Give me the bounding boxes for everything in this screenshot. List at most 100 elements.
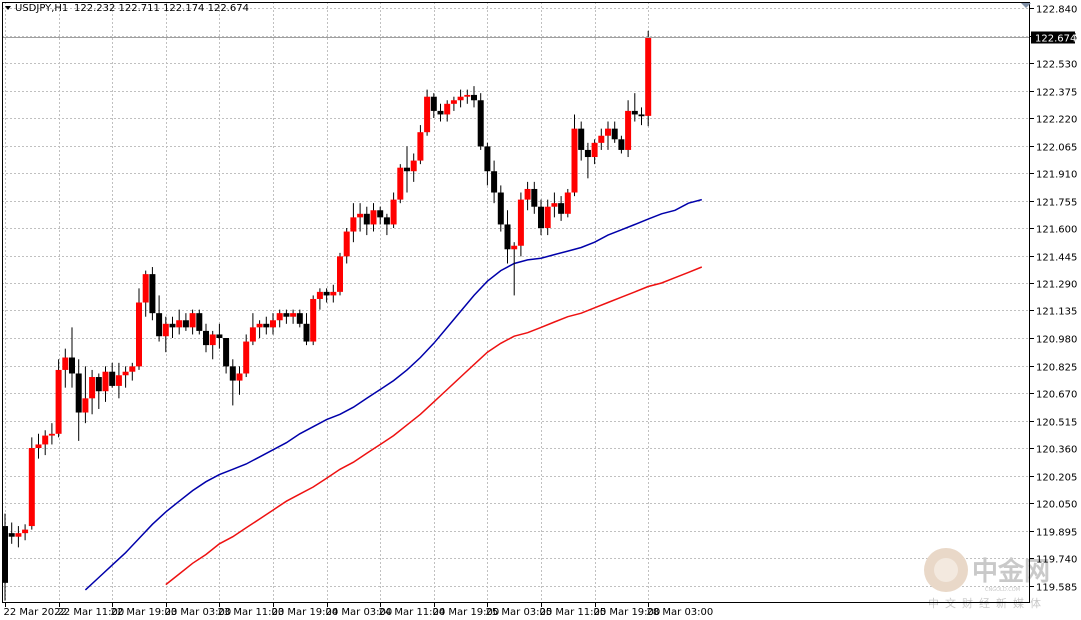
candle xyxy=(196,310,202,335)
candle-body-bull xyxy=(605,129,611,136)
candle-body-bull xyxy=(572,129,578,193)
candle-body-bear xyxy=(618,139,624,150)
candle-body-bull xyxy=(330,292,336,296)
candle-body-bull xyxy=(551,203,557,207)
candle-body-bull xyxy=(357,214,363,218)
candle xyxy=(565,189,571,217)
candle-body-bull xyxy=(344,232,350,257)
candle-body-bull xyxy=(317,292,323,299)
watermark-domain: CNGOLD.COM xyxy=(985,587,1020,593)
candle-body-bear xyxy=(283,313,289,317)
candle-body-bull xyxy=(36,444,42,448)
candle-body-bear xyxy=(639,114,645,116)
candle-body-bull xyxy=(598,136,604,143)
candle-body-bear xyxy=(612,129,618,140)
candle-body-bull xyxy=(257,324,263,328)
candle-body-bear xyxy=(76,373,82,412)
candle-body-bull xyxy=(545,207,551,228)
candle-body-bull xyxy=(123,372,129,376)
candle-body-bull xyxy=(411,161,417,172)
candle-body-bear xyxy=(438,111,444,115)
candle-body-bull xyxy=(525,189,531,200)
candle-body-bull xyxy=(444,104,450,115)
candle xyxy=(478,93,484,150)
candle-body-bull xyxy=(22,530,28,534)
candle-body-bull xyxy=(451,100,457,104)
y-tick-label: 120.205 xyxy=(1036,473,1077,484)
candle-body-bull xyxy=(645,37,651,115)
candle-body-bull xyxy=(397,168,403,200)
candle xyxy=(149,267,155,320)
candle-body-bull xyxy=(464,95,470,97)
candle-body-bear xyxy=(196,313,202,331)
candle-body-bull xyxy=(625,111,631,150)
candle-body-bear xyxy=(263,324,269,328)
y-tick-label: 122.065 xyxy=(1036,143,1077,154)
candle-body-bull xyxy=(458,97,464,101)
candle-body-bull xyxy=(310,299,316,342)
candle-body-bull xyxy=(176,320,182,327)
candle-body-bull xyxy=(417,132,423,160)
y-tick-label: 120.670 xyxy=(1036,390,1077,401)
y-tick-label: 120.825 xyxy=(1036,363,1077,374)
candle-body-bull xyxy=(350,217,356,231)
y-tick-label: 122.530 xyxy=(1036,60,1077,71)
candle-body-bull xyxy=(290,313,296,317)
candle-body-bull xyxy=(56,370,62,434)
y-tick-label: 121.135 xyxy=(1036,307,1077,318)
candle-body-bear xyxy=(431,97,437,111)
candle-body-bull xyxy=(129,366,135,371)
candle-body-bear xyxy=(69,358,75,374)
y-tick-label: 120.360 xyxy=(1036,445,1077,456)
candle-body-bull xyxy=(163,324,169,336)
candle-body-bull xyxy=(15,533,21,537)
candle-body-bull xyxy=(29,448,35,526)
candle-body-bull xyxy=(371,210,377,224)
candle-body-bull xyxy=(62,358,68,370)
candle-body-bear xyxy=(223,338,229,366)
candle xyxy=(310,295,316,345)
y-tick-label: 119.585 xyxy=(1036,583,1077,594)
candle xyxy=(29,437,35,529)
candle-body-bear xyxy=(304,324,310,342)
y-tick-label: 119.895 xyxy=(1036,528,1077,539)
candle-body-bull xyxy=(49,434,55,436)
candle-body-bear xyxy=(9,533,15,537)
current-price-tag: 122.674 xyxy=(1031,32,1076,45)
y-tick-label: 121.445 xyxy=(1036,253,1077,264)
candle-body-bull xyxy=(518,200,524,246)
candle-body-bull xyxy=(116,375,122,386)
candle-body-bull xyxy=(42,436,48,445)
candle-body-bear xyxy=(384,217,390,224)
candle-body-bear xyxy=(109,372,115,386)
candle-body-bull xyxy=(82,398,88,412)
watermark-logo-inner xyxy=(934,558,958,582)
candle-body-bear xyxy=(96,377,102,391)
candle-body-bull xyxy=(511,246,517,250)
candle-body-bull xyxy=(391,200,397,225)
y-tick-label: 120.050 xyxy=(1036,500,1077,511)
candle-body-bear xyxy=(364,214,370,225)
candle-body-bear xyxy=(149,274,155,313)
candle-body-bear xyxy=(203,331,209,345)
candle-body-bull xyxy=(424,97,430,132)
y-tick-label: 121.600 xyxy=(1036,225,1077,236)
ohlc-values: 122.232 122.711 122.174 122.674 xyxy=(74,3,249,14)
candle-body-bull xyxy=(237,373,243,380)
candle-body-bear xyxy=(297,313,303,324)
candle-body-bull xyxy=(277,313,283,320)
candle-body-bear xyxy=(578,129,584,150)
candle-body-bull xyxy=(89,377,95,398)
candle-body-bear xyxy=(471,95,477,100)
symbol-label: USDJPY,H1 xyxy=(15,3,68,14)
y-tick-label: 120.515 xyxy=(1036,418,1077,429)
cngold-watermark: 中金网 CNGOLD.COM 中文财经新媒体 xyxy=(924,548,1050,610)
y-tick-label: 119.740 xyxy=(1036,555,1077,566)
candle-body-bull xyxy=(243,342,249,374)
y-tick-label: 121.755 xyxy=(1036,198,1077,209)
y-tick-label: 121.290 xyxy=(1036,280,1077,291)
candle-body-bear xyxy=(484,146,490,171)
candle-body-bull xyxy=(270,320,276,327)
candle-body-bear xyxy=(170,324,176,328)
